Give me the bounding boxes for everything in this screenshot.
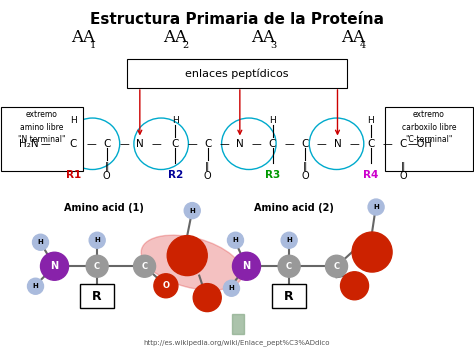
Text: C: C <box>286 262 292 271</box>
Circle shape <box>368 199 384 215</box>
Circle shape <box>340 272 369 300</box>
Text: http://es.wikipedia.org/wiki/Enlace_pept%C3%ADdico: http://es.wikipedia.org/wiki/Enlace_pept… <box>144 339 330 346</box>
Circle shape <box>193 284 221 312</box>
Text: Amino acid (2): Amino acid (2) <box>254 203 334 213</box>
Text: 4: 4 <box>360 41 366 50</box>
Text: 1: 1 <box>90 41 96 50</box>
Text: N: N <box>136 139 144 149</box>
Text: O: O <box>163 281 169 290</box>
Text: Amino acid (1): Amino acid (1) <box>64 203 144 213</box>
Circle shape <box>86 255 108 277</box>
Text: C: C <box>204 139 211 149</box>
Text: H: H <box>33 283 38 289</box>
Text: ‖: ‖ <box>303 162 307 171</box>
Circle shape <box>278 255 300 277</box>
Text: —: — <box>40 139 50 149</box>
Text: H: H <box>70 116 77 125</box>
Text: H: H <box>373 204 379 210</box>
Text: O: O <box>204 171 211 181</box>
Text: enlaces peptídicos: enlaces peptídicos <box>185 69 289 79</box>
Text: ‖: ‖ <box>401 162 405 171</box>
Circle shape <box>228 232 244 248</box>
Circle shape <box>232 252 261 280</box>
Text: O: O <box>301 171 309 181</box>
Text: R2: R2 <box>168 170 183 180</box>
Circle shape <box>167 236 207 275</box>
Text: R: R <box>284 290 294 303</box>
Text: —: — <box>317 139 326 149</box>
Text: H: H <box>94 237 100 243</box>
Text: H: H <box>228 285 234 291</box>
Text: 2: 2 <box>182 41 189 50</box>
Text: R3: R3 <box>265 170 280 180</box>
Text: N: N <box>334 139 341 149</box>
Text: —: — <box>87 139 96 149</box>
Text: AA: AA <box>71 29 95 46</box>
Text: H₂N: H₂N <box>18 139 38 149</box>
Circle shape <box>352 232 392 272</box>
Text: O: O <box>399 171 407 181</box>
Text: H: H <box>286 237 292 243</box>
Text: AA: AA <box>251 29 275 46</box>
Text: C: C <box>94 262 100 271</box>
Text: H: H <box>172 116 179 125</box>
Text: C: C <box>334 262 339 271</box>
Circle shape <box>184 203 200 219</box>
FancyBboxPatch shape <box>127 59 347 88</box>
FancyBboxPatch shape <box>272 284 306 308</box>
FancyBboxPatch shape <box>80 284 114 308</box>
Text: —: — <box>219 139 229 149</box>
Text: H: H <box>233 237 238 243</box>
Text: —: — <box>349 139 359 149</box>
Text: —OH: —OH <box>407 139 432 149</box>
Circle shape <box>40 252 69 280</box>
Circle shape <box>89 232 105 248</box>
Text: N: N <box>50 261 59 271</box>
Text: 3: 3 <box>270 41 276 50</box>
Bar <box>232 314 244 334</box>
Text: C: C <box>367 139 374 149</box>
FancyBboxPatch shape <box>1 107 83 171</box>
Circle shape <box>223 280 239 296</box>
Text: H: H <box>37 239 44 245</box>
Text: N: N <box>236 139 244 149</box>
Text: AA: AA <box>341 29 365 46</box>
Text: H: H <box>269 116 276 125</box>
Text: ‖: ‖ <box>206 162 210 171</box>
Text: R4: R4 <box>363 170 378 180</box>
Text: —: — <box>383 139 392 149</box>
Text: H: H <box>367 116 374 125</box>
Ellipse shape <box>141 235 243 290</box>
Text: C: C <box>269 139 276 149</box>
Text: C: C <box>172 139 179 149</box>
Text: AA: AA <box>164 29 187 46</box>
Text: extremo
carboxilo libre
"C-terminal": extremo carboxilo libre "C-terminal" <box>402 110 456 144</box>
Text: C: C <box>399 139 407 149</box>
Text: C: C <box>70 139 77 149</box>
Text: N: N <box>242 261 251 271</box>
Circle shape <box>134 255 155 277</box>
Text: ‖: ‖ <box>105 162 109 171</box>
Text: —: — <box>284 139 294 149</box>
Circle shape <box>33 234 48 250</box>
Text: C: C <box>103 139 110 149</box>
Text: R1: R1 <box>66 170 81 180</box>
Text: —: — <box>251 139 261 149</box>
Text: —: — <box>187 139 197 149</box>
Text: H: H <box>189 208 195 214</box>
Text: Estructura Primaria de la Proteína: Estructura Primaria de la Proteína <box>90 12 384 27</box>
Text: C: C <box>142 262 147 271</box>
Circle shape <box>326 255 347 277</box>
Circle shape <box>27 278 44 294</box>
Text: extremo
amino libre
"N terminal": extremo amino libre "N terminal" <box>18 110 66 144</box>
Text: O: O <box>103 171 110 181</box>
Text: C: C <box>301 139 309 149</box>
Text: —: — <box>119 139 129 149</box>
Text: —: — <box>152 139 161 149</box>
Circle shape <box>281 232 297 248</box>
FancyBboxPatch shape <box>385 107 473 171</box>
Circle shape <box>154 274 178 298</box>
Text: R: R <box>92 290 102 303</box>
